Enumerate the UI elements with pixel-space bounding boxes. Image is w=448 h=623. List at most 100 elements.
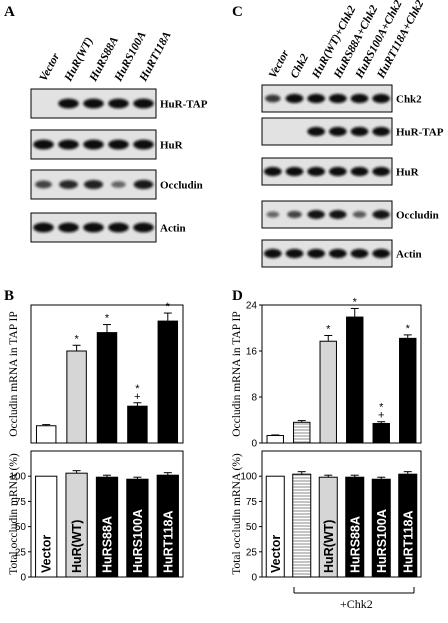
blot-label-occludin: Occludin [160, 180, 203, 192]
bar-hurs100a [372, 422, 390, 444]
blot-band-chk2-1 [265, 94, 281, 103]
bar-hurs88a [96, 332, 118, 444]
western-blot-panel-a: Vector HuR(WT)HuRS88AHuRS100AHuRT118AHuR-… [30, 30, 208, 243]
blot-band-occludin-3 [83, 179, 104, 190]
panel-letter-d: D [232, 288, 243, 304]
y-tick-label: 50 [246, 522, 258, 533]
y-axis-label: Total occludin mRNA (%) [8, 453, 20, 575]
blot-band-hur-3 [83, 139, 104, 150]
plot-frame [261, 450, 422, 578]
bar-label-vector: Vector [40, 535, 54, 573]
blot-band-hur-4 [328, 166, 347, 177]
y-tick-label: 0 [251, 573, 257, 584]
lane-label-vector: Vector [38, 51, 63, 84]
blot-band-chk2-6 [372, 93, 391, 104]
blot-label-occludin: Occludin [396, 210, 439, 222]
blot-band-hur-tap-5 [133, 98, 154, 109]
bar-label-hur-wt: HuR(WT) [70, 520, 84, 573]
blot-band-occludin-2 [59, 180, 78, 189]
bar-vector [266, 435, 284, 444]
panel-letter-c: C [232, 4, 243, 20]
blot-band-occludin-1 [35, 180, 52, 189]
blot-band-occludin-2 [287, 210, 302, 219]
blot-band-hur-tap-2 [58, 98, 79, 109]
blot-band-hur-5 [350, 166, 369, 177]
blot-band-hur-2 [285, 166, 304, 177]
y-tick-label: 16 [246, 347, 258, 358]
blot-band-hur-3 [307, 166, 326, 177]
significance-mark: * [166, 301, 171, 313]
blot-label-hur-tap: HuR-TAP [160, 99, 208, 111]
blot-band-hur-tap-6 [372, 126, 391, 137]
blot-band-actin-1 [33, 222, 54, 233]
blot-band-hur-4 [108, 139, 129, 150]
lane-label-chk2: Chk2 [289, 52, 312, 80]
chk2-bracket-label: +Chk2 [340, 597, 373, 611]
blot-band-hur-tap-4 [328, 126, 347, 137]
y-tick-label: 100 [240, 472, 257, 483]
bar-chk2 [292, 473, 312, 578]
y-tick-label: 0 [20, 573, 26, 584]
blot-band-occludin-5 [352, 211, 367, 218]
bar-vector [35, 475, 58, 578]
y-tick-label: 25 [15, 547, 27, 558]
blot-band-occludin-3 [307, 210, 325, 219]
bar-label-hurs88a: HuRS88A [348, 516, 362, 573]
bar-vector [265, 475, 285, 578]
blot-band-actin-2 [58, 222, 79, 233]
panel-letter-b: B [4, 288, 14, 304]
blot-band-hur-2 [58, 139, 79, 150]
significance-mark: * [105, 313, 110, 325]
blot-band-actin-1 [263, 248, 282, 259]
blot-band-hur-tap-3 [83, 98, 104, 109]
blot-band-hur-tap-3 [307, 126, 326, 137]
blot-band-chk2-5 [350, 93, 369, 104]
blot-label-hur: HuR [160, 140, 184, 152]
blot-band-actin-5 [133, 222, 154, 233]
y-tick-label: 100 [9, 472, 26, 483]
y-axis-label: Occludin mRNA in TAP IP [231, 311, 243, 437]
significance-mark: + [134, 391, 140, 403]
bar-label-hurs100a: HuRS100A [375, 509, 389, 573]
panel-letter-a: A [4, 4, 15, 20]
y-axis-label: Total occludin mRNA (%) [231, 453, 243, 575]
bar-hur-wt [319, 340, 337, 444]
bar-hurs100a [127, 405, 148, 444]
chk2-bracket: +Chk2 [293, 587, 415, 611]
bar-vector [35, 425, 57, 444]
bar-label-vector: Vector [269, 535, 283, 573]
blot-label-chk2: Chk2 [396, 94, 422, 106]
significance-mark: * [135, 383, 140, 395]
significance-mark: * [353, 296, 358, 308]
blot-band-hur-6 [372, 166, 391, 177]
bar-label-hur-wt: HuR(WT) [322, 520, 336, 573]
blot-band-occludin-5 [133, 179, 154, 190]
blot-strip-chk2 [261, 84, 393, 113]
blot-band-actin-6 [372, 248, 391, 259]
blot-label-hur: HuR [396, 167, 420, 179]
blot-band-occludin-1 [266, 211, 280, 218]
bar-hurt118a [157, 320, 179, 444]
y-tick-label: 25 [246, 547, 258, 558]
blot-label-hur-tap: HuR-TAP [396, 127, 444, 139]
blot-band-actin-3 [83, 222, 104, 233]
significance-mark: * [74, 333, 79, 345]
blot-band-occludin-6 [372, 210, 390, 219]
blot-band-actin-2 [285, 248, 304, 259]
blot-strip-hur [261, 157, 393, 186]
blot-band-hur-1 [263, 166, 282, 177]
y-tick-label: 24 [246, 301, 258, 312]
blot-band-actin-5 [350, 248, 369, 259]
y-tick-label: 75 [15, 497, 27, 508]
bar-chart-b-tap-ip: Occludin mRNA in TAP IP **+** [8, 301, 184, 444]
bar-label-hurt118a: HuRT118A [401, 510, 415, 573]
blot-band-hur-5 [133, 139, 154, 150]
blot-band-occludin-4 [329, 210, 347, 219]
y-axis-label: Occludin mRNA in TAP IP [8, 311, 20, 437]
blot-strip-occludin [261, 200, 393, 229]
